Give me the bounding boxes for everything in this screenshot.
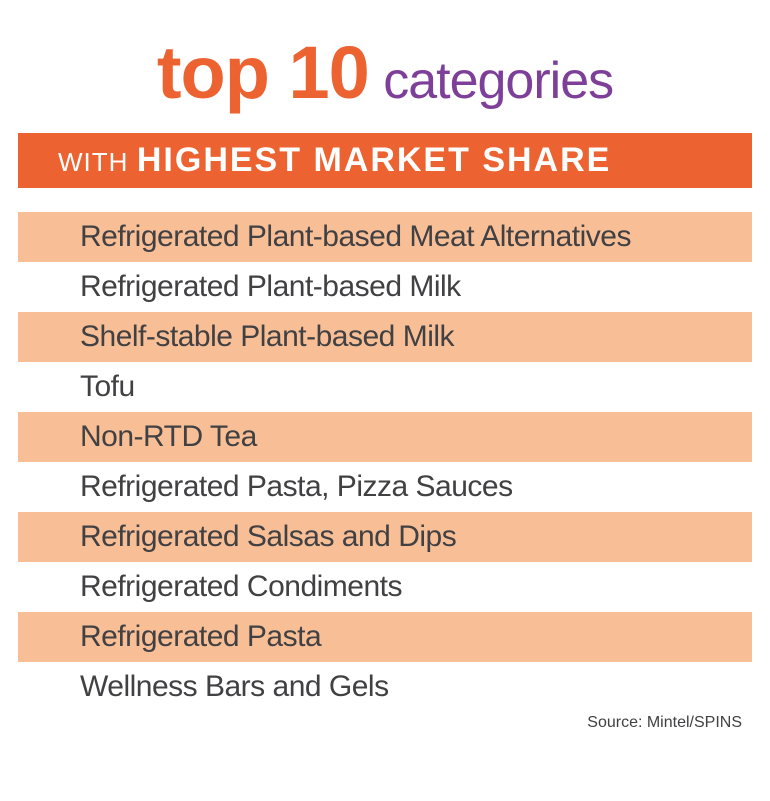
list-item: Refrigerated Pasta, Pizza Sauces	[18, 462, 752, 512]
list-item: Shelf-stable Plant-based Milk	[18, 312, 752, 362]
source-label: Source: Mintel/SPINS	[18, 714, 752, 732]
list-item: Refrigerated Plant-based Meat Alternativ…	[18, 212, 752, 262]
list-item: Refrigerated Condiments	[18, 562, 752, 612]
list-item: Refrigerated Plant-based Milk	[18, 262, 752, 312]
list-item: Wellness Bars and Gels	[18, 662, 752, 712]
subtitle-main: HIGHEST MARKET SHARE	[137, 141, 611, 179]
title-categories: categories	[383, 52, 613, 110]
subtitle-bar: WITH HIGHEST MARKET SHARE	[18, 133, 752, 188]
list-item: Refrigerated Salsas and Dips	[18, 512, 752, 562]
title-block: top 10 categories	[18, 30, 752, 115]
category-list: Refrigerated Plant-based Meat Alternativ…	[18, 212, 752, 712]
list-item: Refrigerated Pasta	[18, 612, 752, 662]
subtitle-with: WITH	[58, 147, 128, 177]
infographic-container: top 10 categories WITH HIGHEST MARKET SH…	[0, 0, 770, 732]
list-item: Tofu	[18, 362, 752, 412]
list-item: Non-RTD Tea	[18, 412, 752, 462]
title-top10: top 10	[157, 31, 369, 114]
